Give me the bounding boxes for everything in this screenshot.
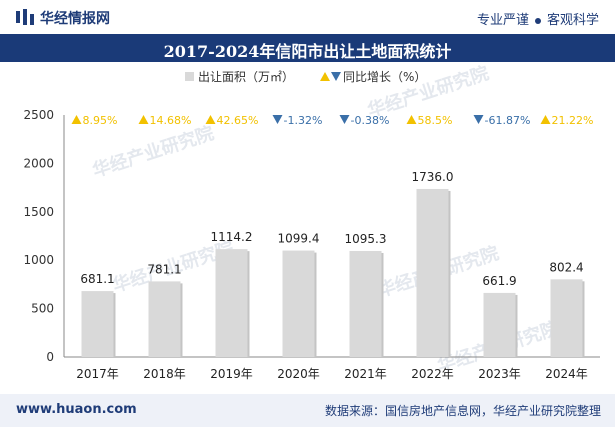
growth-rate-label: -0.38% [351, 114, 390, 127]
bar-chart: 华经产业研究院华经产业研究院华经产业研究院华经产业研究院华经产业研究院出让面积（… [23, 62, 600, 381]
x-tick-label: 2020年 [277, 367, 320, 381]
growth-up-triangle-icon [71, 115, 82, 124]
growth-rate-label: 8.95% [83, 114, 118, 127]
bar-2017年 [81, 291, 114, 357]
growth-up-triangle-icon [205, 115, 216, 124]
y-tick-label: 0 [46, 350, 54, 364]
x-tick-label: 2019年 [210, 367, 253, 381]
site-name: 华经情报网 [40, 11, 110, 27]
bar-value-label: 681.1 [80, 272, 114, 286]
data-source: 数据来源：国信房地产信息网，华经产业研究院整理 [324, 404, 601, 418]
x-tick-label: 2021年 [344, 367, 387, 381]
footer: www.huaon.com 数据来源：国信房地产信息网，华经产业研究院整理 [0, 394, 615, 427]
y-tick-label: 1000 [23, 253, 54, 267]
growth-rate-label: 42.65% [217, 114, 259, 127]
x-tick-label: 2024年 [545, 367, 588, 381]
tagline: 专业严谨 客观科学 [477, 9, 599, 28]
bar-2019年 [215, 249, 248, 357]
bar-value-label: 1736.0 [412, 170, 454, 184]
growth-down-triangle-icon [339, 115, 350, 124]
y-tick-label: 1500 [23, 205, 54, 219]
x-tick-label: 2022年 [411, 367, 454, 381]
bar-2020年 [282, 250, 315, 357]
growth-rate-label: 14.68% [150, 114, 192, 127]
growth-down-triangle-icon [272, 115, 283, 124]
bar-2023年 [483, 292, 516, 357]
legend-swatch-bar [185, 72, 194, 81]
x-tick-label: 2018年 [143, 367, 186, 381]
legend-label-growth: 同比增长（%） [343, 70, 426, 84]
y-tick-label: 2500 [23, 108, 54, 122]
growth-rate-label: 21.22% [552, 114, 594, 127]
bar-value-label: 802.4 [549, 260, 583, 274]
tagline-b: 客观科学 [546, 13, 599, 28]
top-bar: 华经情报网 专业严谨 客观科学 [0, 0, 615, 34]
bar-2021年 [349, 250, 382, 357]
growth-down-triangle-icon [473, 115, 484, 124]
growth-rate-label: -1.32% [284, 114, 323, 127]
bar-2018年 [148, 281, 181, 357]
bar-value-label: 1095.3 [345, 232, 387, 246]
growth-rate-label: 58.5% [418, 114, 453, 127]
bar-value-label: 1099.4 [278, 232, 320, 246]
x-tick-label: 2017年 [76, 367, 119, 381]
title-bar: 2017-2024年信阳市出让土地面积统计 [0, 34, 615, 62]
bar-value-label: 661.9 [482, 274, 516, 288]
legend-up-triangle-icon [320, 72, 330, 81]
y-tick-label: 2000 [23, 156, 54, 170]
growth-up-triangle-icon [406, 115, 417, 124]
growth-up-triangle-icon [138, 115, 149, 124]
legend-label-area: 出让面积（万㎡） [198, 70, 294, 84]
bar-value-label: 1114.2 [211, 230, 253, 244]
y-tick-label: 500 [31, 302, 54, 316]
growth-rate-label: -61.87% [485, 114, 531, 127]
growth-up-triangle-icon [540, 115, 551, 124]
separator-dot [534, 17, 541, 24]
watermark-text: 华经产业研究院 [90, 122, 217, 182]
bar-2024年 [550, 279, 583, 357]
logo-icon [16, 9, 34, 25]
tagline-a: 专业严谨 [476, 13, 529, 28]
chart-title: 2017-2024年信阳市出让土地面积统计 [163, 42, 452, 61]
x-tick-label: 2023年 [478, 367, 521, 381]
website-link[interactable]: www.huaon.com [16, 402, 137, 417]
bar-value-label: 781.1 [147, 262, 181, 276]
bar-2022年 [416, 188, 449, 357]
legend-down-triangle-icon [331, 72, 341, 81]
